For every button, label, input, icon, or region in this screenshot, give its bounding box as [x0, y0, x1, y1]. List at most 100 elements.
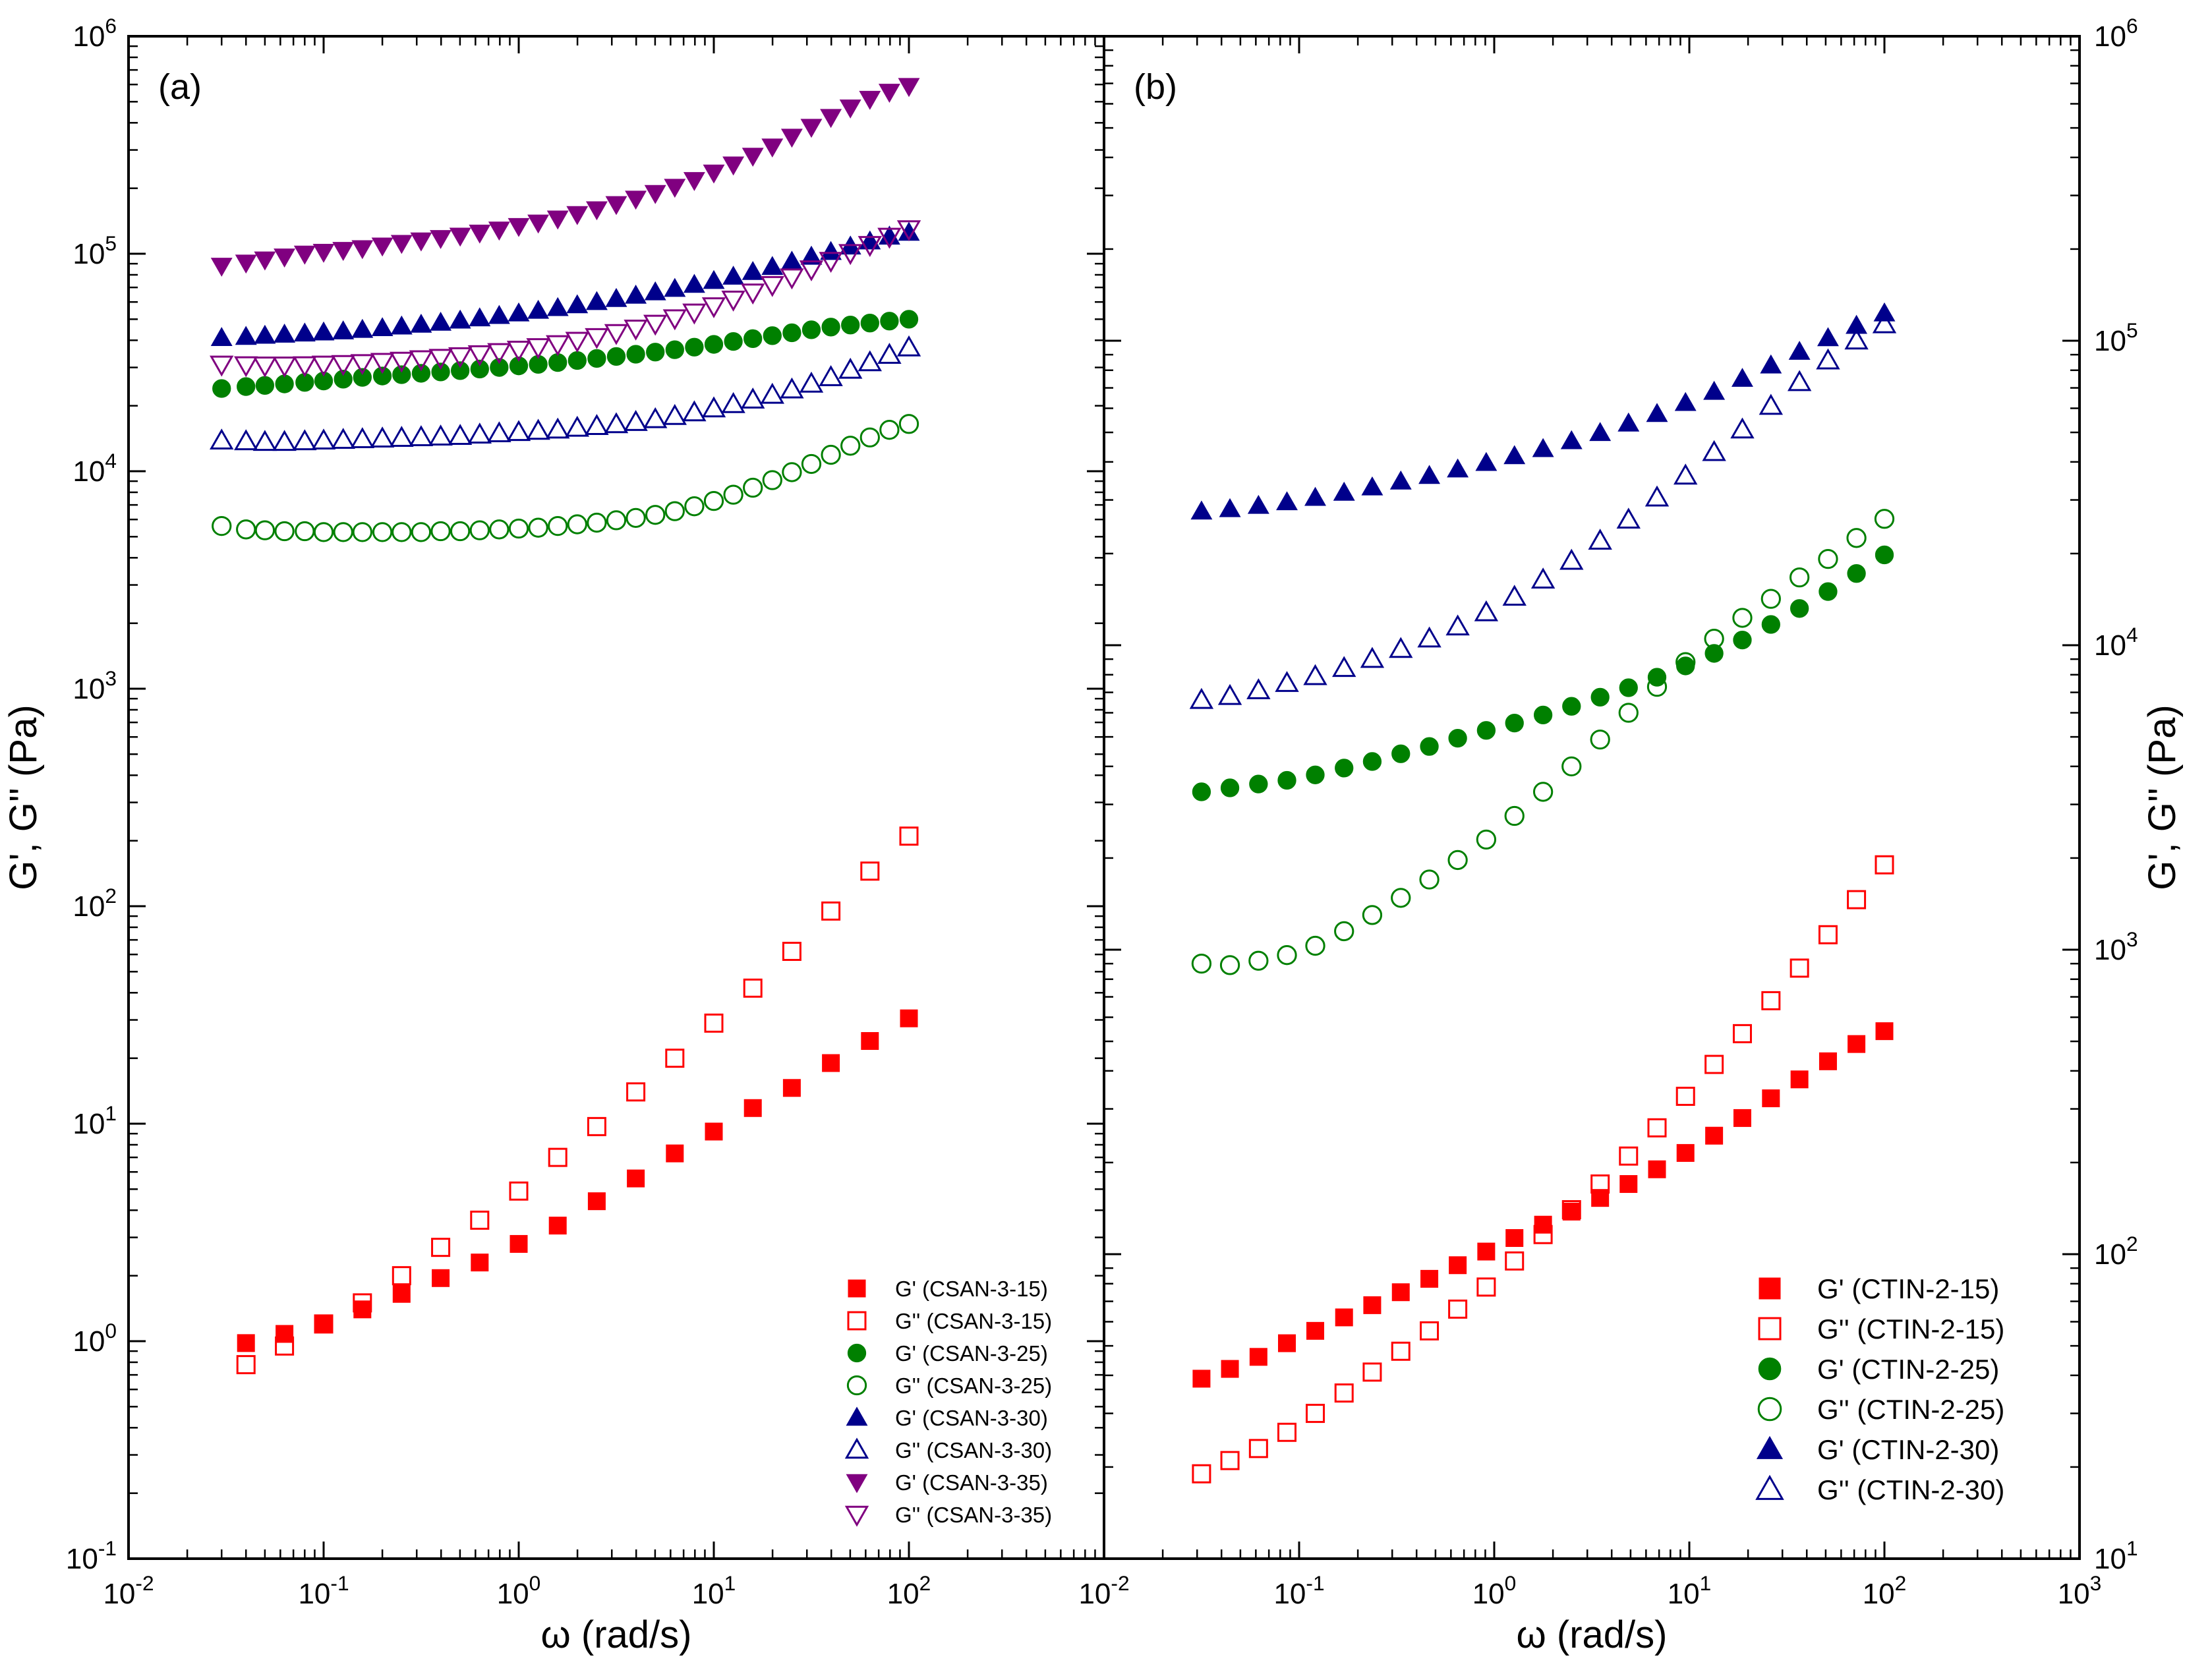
- panel-b-data-point: [1449, 1256, 1467, 1275]
- panel-b-data-point: [1590, 1174, 1610, 1194]
- panel-b-legend-item: G' (CTIN-2-25): [1758, 1354, 1999, 1385]
- panel-a-data-point: [272, 357, 297, 378]
- panel-a-data-point: [546, 417, 570, 439]
- panel-a-data-point: [449, 227, 471, 247]
- panel-a-data-point: [666, 1144, 684, 1163]
- panel-b-data-point: [1360, 647, 1385, 668]
- panel-b-legend-marker: [1759, 1277, 1781, 1300]
- panel-a-data-point: [235, 326, 257, 345]
- panel-a-data-point: [371, 237, 393, 257]
- panel-a-data-point: [605, 287, 627, 307]
- panel-a-data-point: [449, 309, 471, 329]
- panel-b-data-point: [1790, 1070, 1809, 1089]
- panel-a-legend-marker: [846, 1474, 868, 1493]
- panel-a-series-g-csan-3-30: [210, 335, 921, 451]
- panel-a-data-point: [487, 343, 511, 364]
- panel-a-data-point: [352, 522, 372, 542]
- panel-b-legend-label: G' (CTIN-2-30): [1817, 1434, 1999, 1465]
- panel-a-data-point: [546, 297, 569, 316]
- panel-a-legend-label: G'' (CSAN-3-30): [895, 1438, 1052, 1462]
- panel-a-data-point: [644, 281, 666, 301]
- panel-b-data-point: [1732, 608, 1753, 628]
- panel-b-data-point: [1335, 1308, 1353, 1327]
- panel-b-data-point: [1530, 567, 1556, 589]
- panel-b-y-axis-label: G', G'' (Pa): [2141, 705, 2184, 890]
- panel-a-data-point: [548, 515, 568, 536]
- panel-b-data-point: [1334, 921, 1354, 942]
- panel-a-data-point: [760, 275, 784, 297]
- panel-a-data-point: [546, 335, 570, 357]
- panel-b-data-point: [1447, 850, 1468, 871]
- panel-a-data-point: [742, 148, 764, 167]
- panel-b-legend-item: G' (CTIN-2-15): [1759, 1273, 1999, 1304]
- panel-b-legend-marker: [1755, 1474, 1784, 1500]
- panel-b-data-point: [1420, 737, 1439, 756]
- panel-a-data-point: [780, 268, 804, 290]
- panel-a-data-point: [859, 427, 880, 447]
- panel-b-data-point: [1761, 589, 1781, 609]
- panel-b-data-point: [1278, 1334, 1296, 1352]
- panel-b-data-point: [1447, 458, 1469, 478]
- panel-b-data-point: [1875, 1022, 1894, 1041]
- panel-a-data-point: [488, 221, 510, 241]
- panel-a-data-point: [548, 353, 568, 372]
- panel-b-x-tick-label: 102: [1863, 1571, 1907, 1610]
- panel-b-y-tick-label: 102: [2094, 1232, 2138, 1271]
- panel-b-data-point: [1277, 1422, 1297, 1442]
- panel-b-legend: G' (CTIN-2-15) G'' (CTIN-2-15) G' (CTIN-2-…: [1755, 1273, 2004, 1505]
- panel-a-data-point: [879, 420, 900, 440]
- panel-a-data-point: [743, 1099, 762, 1117]
- panel-b-data-point: [1533, 705, 1553, 725]
- panel-b-series-g-ctin-2-15: [1192, 855, 1894, 1484]
- panel-a-x-tick-label: 101: [692, 1571, 736, 1610]
- panel-b-data-point: [1389, 470, 1412, 490]
- panel-a-data-point: [470, 359, 489, 379]
- panel-a-data-point: [390, 235, 413, 254]
- panel-a-data-point: [409, 425, 434, 446]
- panel-a-data-point: [782, 942, 801, 962]
- panel-a-data-point: [311, 355, 336, 377]
- panel-a-data-point: [624, 410, 648, 431]
- panel-a-data-point: [703, 164, 725, 184]
- panel-b-data-point: [1503, 445, 1526, 465]
- panel-b-data-point: [1761, 991, 1781, 1010]
- panel-b-data-point: [1335, 759, 1354, 778]
- panel-a-y-tick-label: 100: [73, 1319, 117, 1358]
- panel-a-data-point: [819, 365, 843, 386]
- panel-a-legend-marker: [846, 1406, 868, 1426]
- panel-a-data-point: [274, 248, 296, 268]
- panel-a-data-point: [526, 338, 550, 359]
- panel-a-data-point: [898, 414, 919, 434]
- panel-b: (b) ω (rad/s) G', G'' (Pa) 10-2 10-1 100 10…: [1078, 14, 2184, 1656]
- panel-b-data-point: [1616, 507, 1641, 529]
- panel-b-series-g-ctin-2-25: [1192, 545, 1894, 801]
- panel-a-legend-item: G' (CSAN-3-30): [846, 1406, 1048, 1430]
- panel-a-data-point: [587, 1192, 606, 1211]
- panel-a-data-point: [293, 429, 317, 451]
- panel-b-data-point: [1220, 1451, 1240, 1470]
- panel-b-data-point: [1391, 744, 1411, 763]
- panel-a-data-point: [626, 1082, 646, 1102]
- panel-b-data-point: [1417, 626, 1441, 648]
- panel-b-data-point: [1192, 782, 1211, 801]
- panel-b-data-point: [1248, 1439, 1268, 1458]
- panel-a-data-point: [819, 252, 843, 274]
- panel-a-data-point: [390, 351, 414, 373]
- panel-b-data-point: [1475, 451, 1498, 471]
- panel-b-data-point: [1619, 1175, 1638, 1194]
- panel-b-data-point: [1790, 599, 1809, 618]
- panel-a-data-point: [237, 1334, 255, 1352]
- panel-a-data-point: [275, 1336, 295, 1356]
- panel-b-data-point: [1588, 529, 1612, 550]
- panel-a-data-point: [314, 1315, 333, 1333]
- panel-b-data-point: [1676, 656, 1695, 676]
- panel-b-data-point: [1277, 770, 1296, 790]
- panel-a-data-point: [741, 388, 765, 409]
- panel-b-data-point: [1874, 509, 1895, 529]
- panel-b-data-point: [1363, 1296, 1382, 1314]
- panel-b-data-point: [1445, 614, 1470, 636]
- panel-b-x-tick-label: 100: [1472, 1571, 1517, 1610]
- panel-a-data-point: [508, 217, 530, 237]
- panel-a-data-point: [625, 284, 647, 304]
